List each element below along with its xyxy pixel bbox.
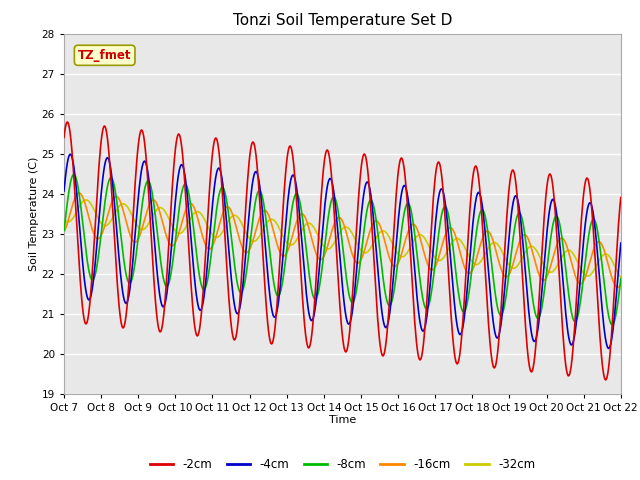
-2cm xyxy=(428,228,435,234)
-8cm xyxy=(609,322,616,328)
-8cm xyxy=(617,276,625,282)
-16cm xyxy=(75,190,83,196)
-4cm xyxy=(214,166,222,171)
-16cm xyxy=(214,226,222,232)
-8cm xyxy=(60,228,68,234)
-16cm xyxy=(70,197,78,203)
-4cm xyxy=(185,207,193,213)
-16cm xyxy=(428,267,435,273)
-4cm xyxy=(71,172,79,178)
-2cm xyxy=(411,320,419,326)
-32cm xyxy=(428,248,435,253)
Legend: -2cm, -4cm, -8cm, -16cm, -32cm: -2cm, -4cm, -8cm, -16cm, -32cm xyxy=(145,454,540,476)
-4cm xyxy=(411,269,419,275)
-16cm xyxy=(617,281,625,287)
Title: Tonzi Soil Temperature Set D: Tonzi Soil Temperature Set D xyxy=(233,13,452,28)
-8cm xyxy=(411,232,419,238)
-32cm xyxy=(617,275,625,280)
-4cm xyxy=(605,346,612,351)
-2cm xyxy=(71,190,79,195)
-4cm xyxy=(428,271,435,277)
-2cm xyxy=(602,377,609,383)
-16cm xyxy=(614,285,621,290)
Line: -16cm: -16cm xyxy=(64,193,621,288)
-32cm xyxy=(60,216,68,222)
Line: -8cm: -8cm xyxy=(64,175,621,325)
-32cm xyxy=(214,234,222,240)
-8cm xyxy=(71,172,79,178)
-2cm xyxy=(60,134,68,140)
X-axis label: Time: Time xyxy=(329,415,356,425)
Text: TZ_fmet: TZ_fmet xyxy=(78,49,131,62)
Y-axis label: Soil Temperature (C): Soil Temperature (C) xyxy=(29,156,39,271)
-8cm xyxy=(214,197,222,203)
-2cm xyxy=(128,229,136,235)
-16cm xyxy=(60,229,68,235)
-2cm xyxy=(214,143,222,148)
-32cm xyxy=(185,219,193,225)
-2cm xyxy=(63,119,71,125)
-16cm xyxy=(185,202,193,207)
-2cm xyxy=(185,243,193,249)
-8cm xyxy=(428,292,435,298)
-32cm xyxy=(70,214,78,219)
Line: -2cm: -2cm xyxy=(64,122,621,380)
-32cm xyxy=(128,213,136,218)
-8cm xyxy=(185,190,193,196)
-32cm xyxy=(411,236,419,242)
Line: -32cm: -32cm xyxy=(64,200,621,277)
-4cm xyxy=(617,240,625,246)
-4cm xyxy=(128,265,136,271)
-16cm xyxy=(128,237,136,242)
-8cm xyxy=(70,172,78,178)
-4cm xyxy=(67,151,74,157)
-2cm xyxy=(617,194,625,200)
Line: -4cm: -4cm xyxy=(64,154,621,348)
-16cm xyxy=(411,222,419,228)
-4cm xyxy=(60,188,68,194)
-8cm xyxy=(128,276,136,281)
-32cm xyxy=(82,197,90,203)
